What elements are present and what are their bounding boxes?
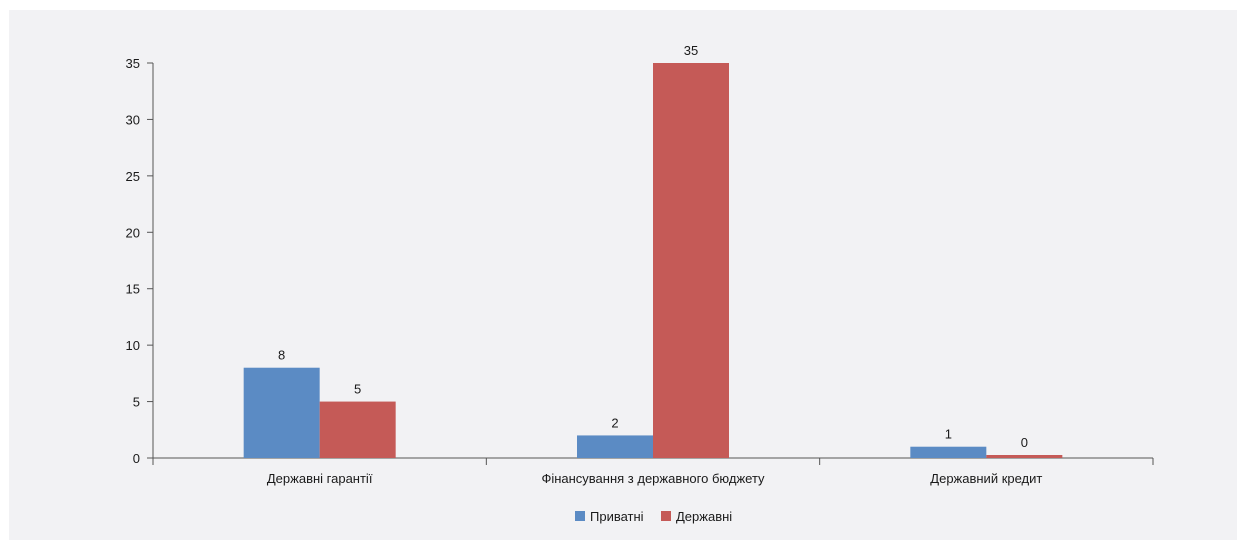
- bar-private: [577, 435, 653, 458]
- legend-label: Державні: [676, 509, 732, 524]
- legend-swatch: [661, 511, 671, 521]
- y-tick-label: 10: [126, 338, 140, 353]
- y-tick-label: 5: [133, 395, 140, 410]
- x-category-label: Державні гарантії: [267, 471, 373, 486]
- y-tick-label: 20: [126, 225, 140, 240]
- y-tick-label: 15: [126, 282, 140, 297]
- bar-private: [243, 367, 320, 458]
- bar-value-label: 35: [684, 43, 698, 58]
- bar-value-label: 8: [278, 348, 285, 363]
- legend-label: Приватні: [590, 509, 644, 524]
- chart-bars: [243, 63, 1063, 458]
- y-tick-label: 25: [126, 169, 140, 184]
- bar-value-label: 5: [354, 382, 361, 397]
- bar-value-label: 0: [1021, 435, 1028, 450]
- x-category-label: Фінансування з державного бюджету: [541, 471, 765, 486]
- chart-legend: Приватні Державні: [575, 509, 732, 524]
- bar-value-label: 2: [611, 415, 618, 430]
- legend-swatch: [575, 511, 585, 521]
- bar-private: [910, 446, 987, 458]
- bar-state: [986, 455, 1063, 458]
- y-tick-label: 0: [133, 451, 140, 466]
- x-category-label: Державний кредит: [930, 471, 1042, 486]
- y-tick-label: 30: [126, 112, 140, 127]
- bar-value-label: 1: [945, 427, 952, 442]
- y-tick-label: 35: [126, 56, 140, 71]
- bar-state: [653, 63, 729, 458]
- bar-state: [319, 401, 396, 458]
- chart-labels: Державні гарантії 8 5 Фінансування з держав…: [267, 43, 1043, 486]
